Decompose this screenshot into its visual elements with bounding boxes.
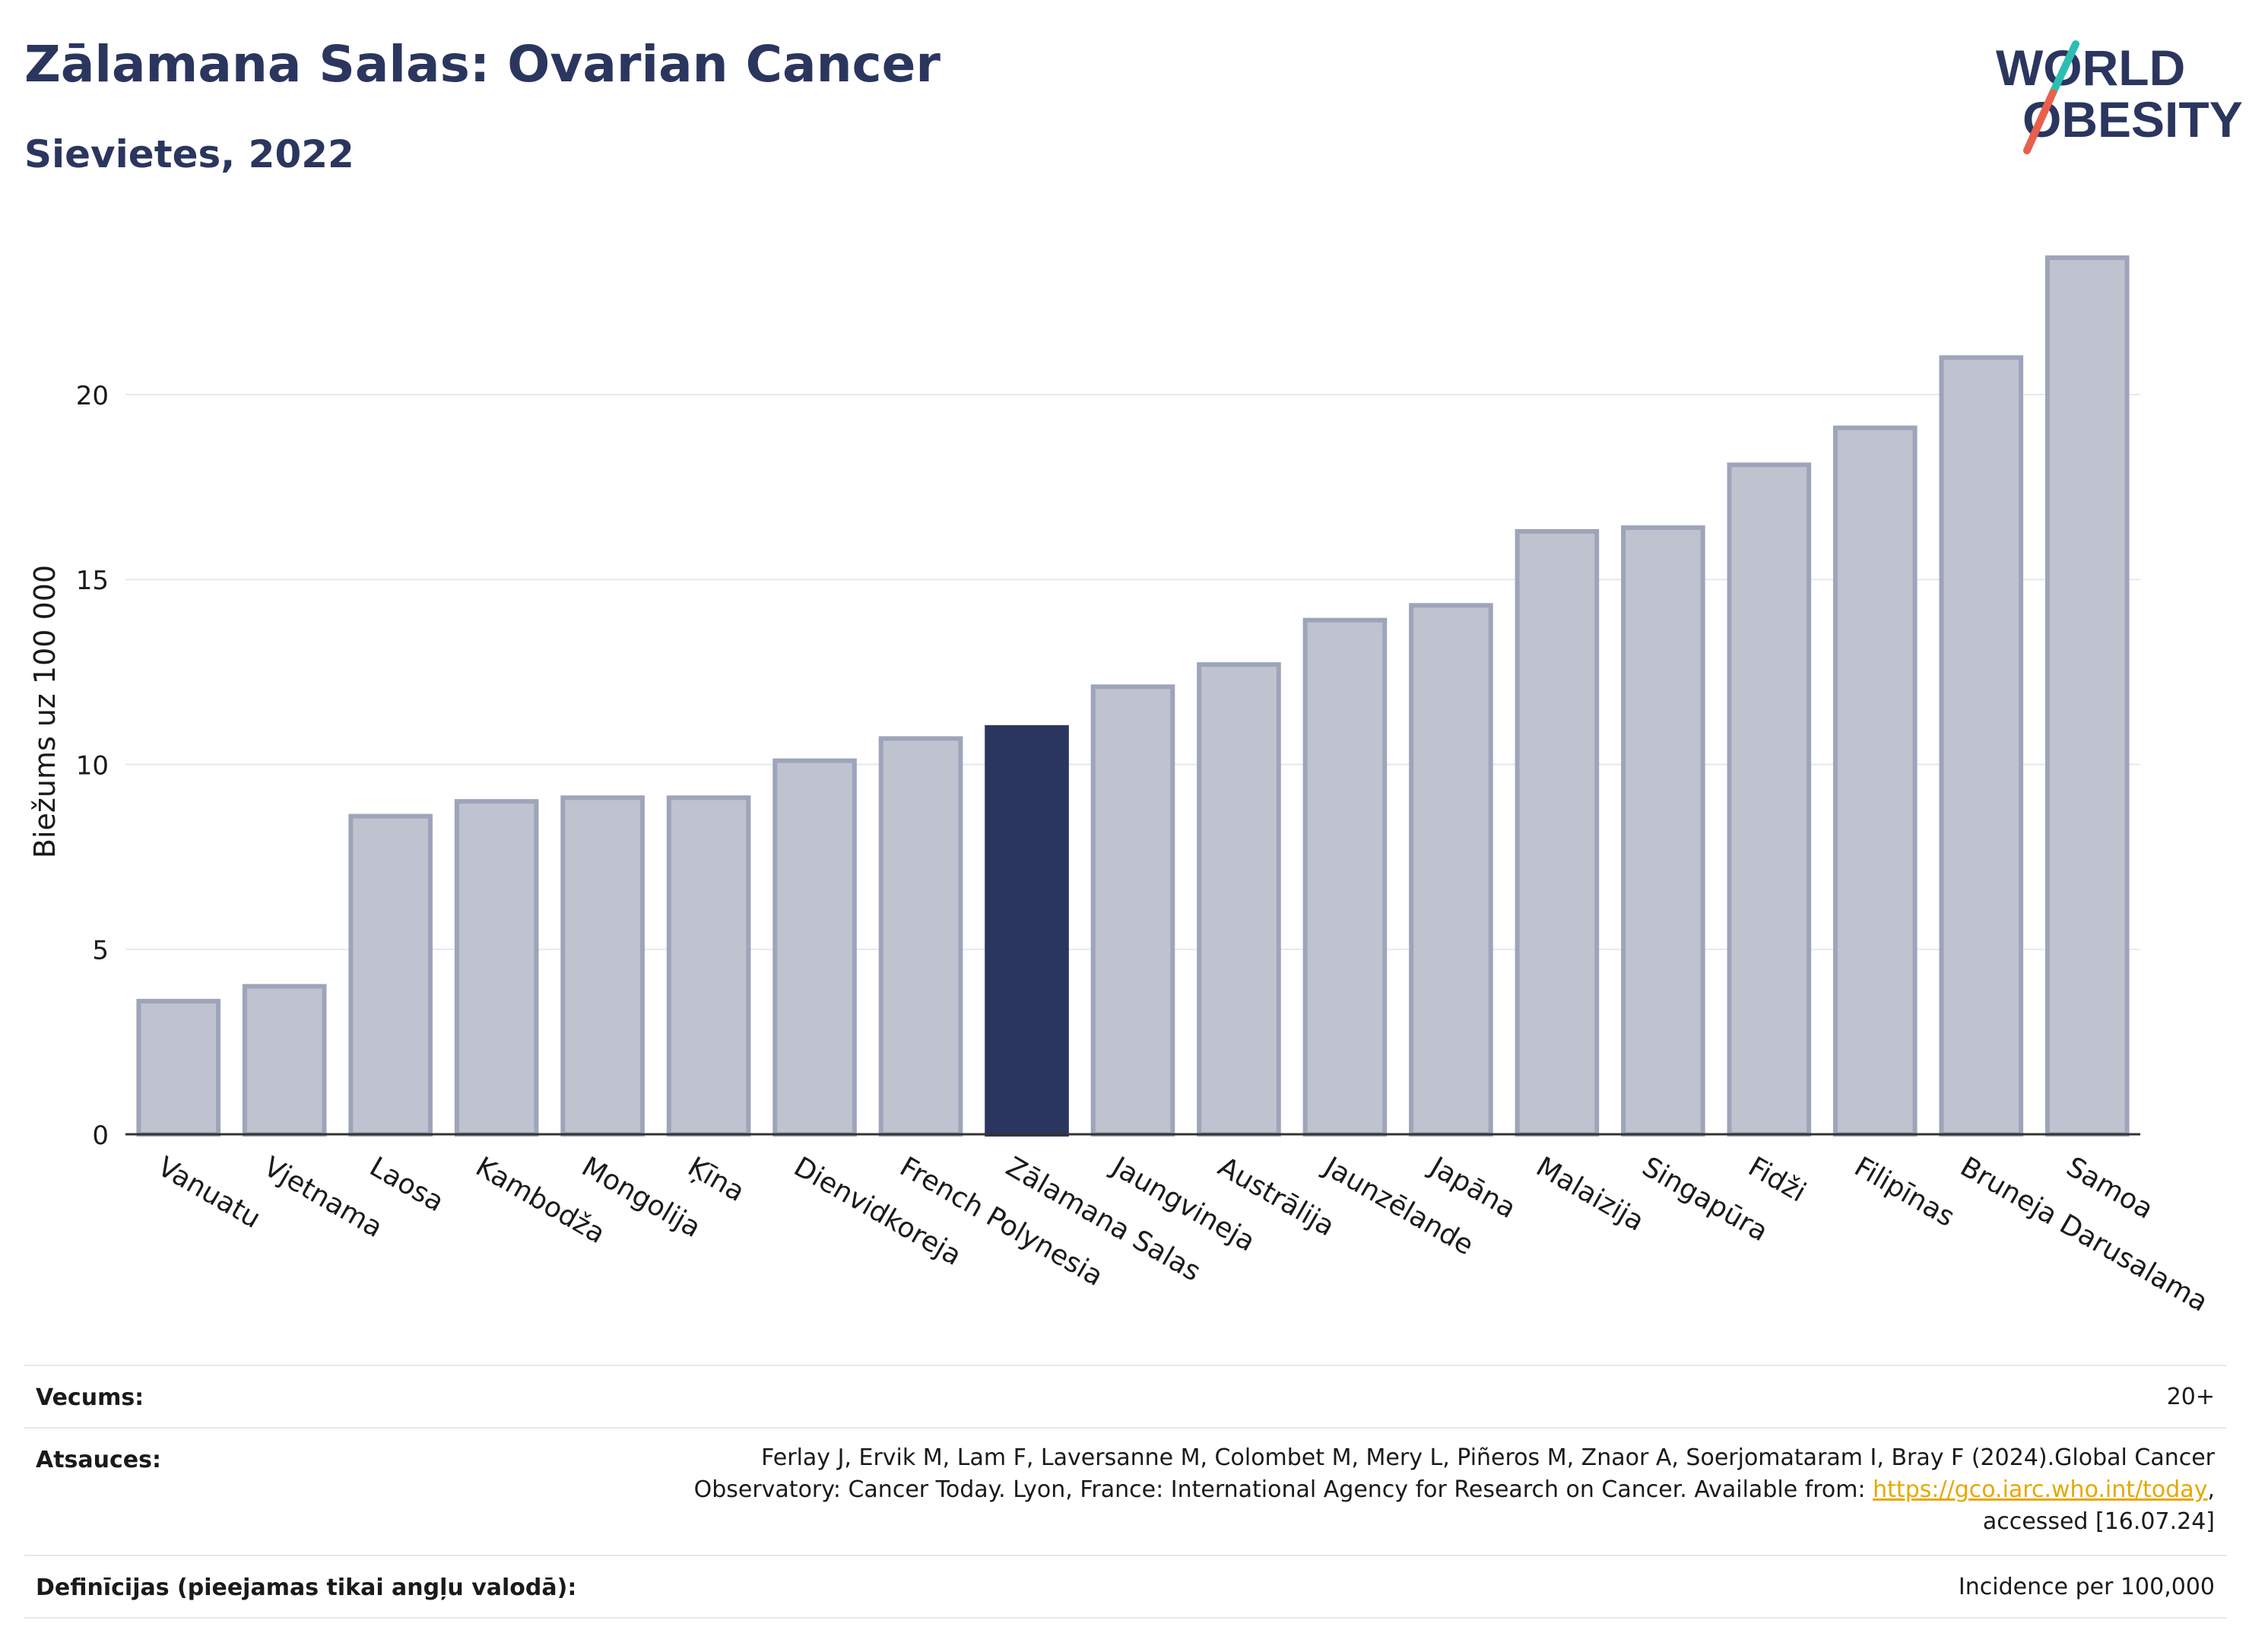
references-line2: Observatory: Cancer Today. Lyon, France:… [694, 1474, 2215, 1506]
x-tick-label: Vanuatu [152, 1151, 265, 1235]
x-tick-label: Fidži [1743, 1151, 1811, 1208]
world-obesity-logo: WORLD OBESITY [1996, 40, 2243, 154]
x-tick-label: Vjetnama [259, 1151, 388, 1244]
references-line3: accessed [16.07.24] [1982, 1508, 2215, 1535]
x-tick-label: Malaizija [1531, 1151, 1649, 1238]
bar-9[interactable] [1090, 684, 1175, 1137]
bar-7[interactable] [878, 736, 963, 1137]
age-row: Vecums: 20+ [24, 1365, 2226, 1428]
references-line2-text: Observatory: Cancer Today. Lyon, France:… [693, 1476, 1873, 1503]
x-tick-label: Laosa [364, 1151, 449, 1218]
logo-slash-teal-icon [2049, 40, 2079, 97]
bar-17[interactable] [1939, 355, 2024, 1137]
bar-18[interactable] [2044, 255, 2130, 1137]
bar-6[interactable] [772, 758, 857, 1137]
logo-line2: OBESITY [2022, 91, 2243, 147]
bars [136, 255, 2130, 1137]
page-subtitle: Sievietes, 2022 [24, 132, 354, 176]
age-value: 20+ [2166, 1384, 2215, 1410]
bar-11[interactable] [1302, 617, 1388, 1137]
bar-15[interactable] [1727, 462, 1812, 1137]
definitions-row: Definīcijas (pieejamas tikai angļu valod… [24, 1555, 2226, 1619]
references-value: Ferlay J, Ervik M, Lam F, Laversanne M, … [694, 1442, 2215, 1538]
references-label: Atsauces: [36, 1447, 161, 1473]
logo-line1: WORLD [1996, 40, 2185, 96]
bar-16[interactable] [1833, 425, 1918, 1137]
bar-12[interactable] [1409, 603, 1493, 1137]
references-line1: Ferlay J, Ervik M, Lam F, Laversanne M, … [761, 1444, 2215, 1471]
y-tick-label: 10 [76, 750, 109, 781]
x-tick-label: Filipīnas [1849, 1151, 1960, 1233]
bar-0[interactable] [136, 998, 221, 1137]
logo-slash-red-icon [2023, 89, 2057, 154]
references-link[interactable]: https://gco.iarc.who.int/today [1873, 1476, 2208, 1503]
y-tick-label: 5 [92, 936, 109, 966]
references-row: Atsauces: Ferlay J, Ervik M, Lam F, Lave… [24, 1427, 2226, 1556]
y-axis-label: Biežums uz 100 000 [28, 565, 62, 858]
bar-8[interactable] [985, 725, 1069, 1137]
bar-4[interactable] [560, 795, 645, 1137]
bar-5[interactable] [666, 795, 751, 1137]
definitions-value: Incidence per 100,000 [1958, 1574, 2215, 1600]
y-tick-label: 20 [76, 381, 109, 411]
bar-3[interactable] [454, 799, 539, 1137]
page-title: Zālamana Salas: Ovarian Cancer [24, 35, 941, 94]
y-tick-label: 0 [92, 1121, 109, 1151]
bar-1[interactable] [242, 984, 327, 1137]
bar-2[interactable] [348, 813, 433, 1137]
bar-13[interactable] [1515, 528, 1600, 1137]
bar-14[interactable] [1621, 525, 1705, 1137]
bar-10[interactable] [1197, 662, 1281, 1137]
y-tick-label: 15 [76, 566, 109, 596]
age-label: Vecums: [36, 1384, 144, 1411]
references-line2-end: , [2207, 1476, 2215, 1503]
x-tick-label: Ķīna [683, 1151, 750, 1208]
y-axis-ticks: 0 5 10 15 20 [76, 381, 109, 1151]
footer-bottom-rule [24, 1617, 2226, 1619]
definitions-label: Definīcijas (pieejamas tikai angļu valod… [36, 1574, 577, 1601]
